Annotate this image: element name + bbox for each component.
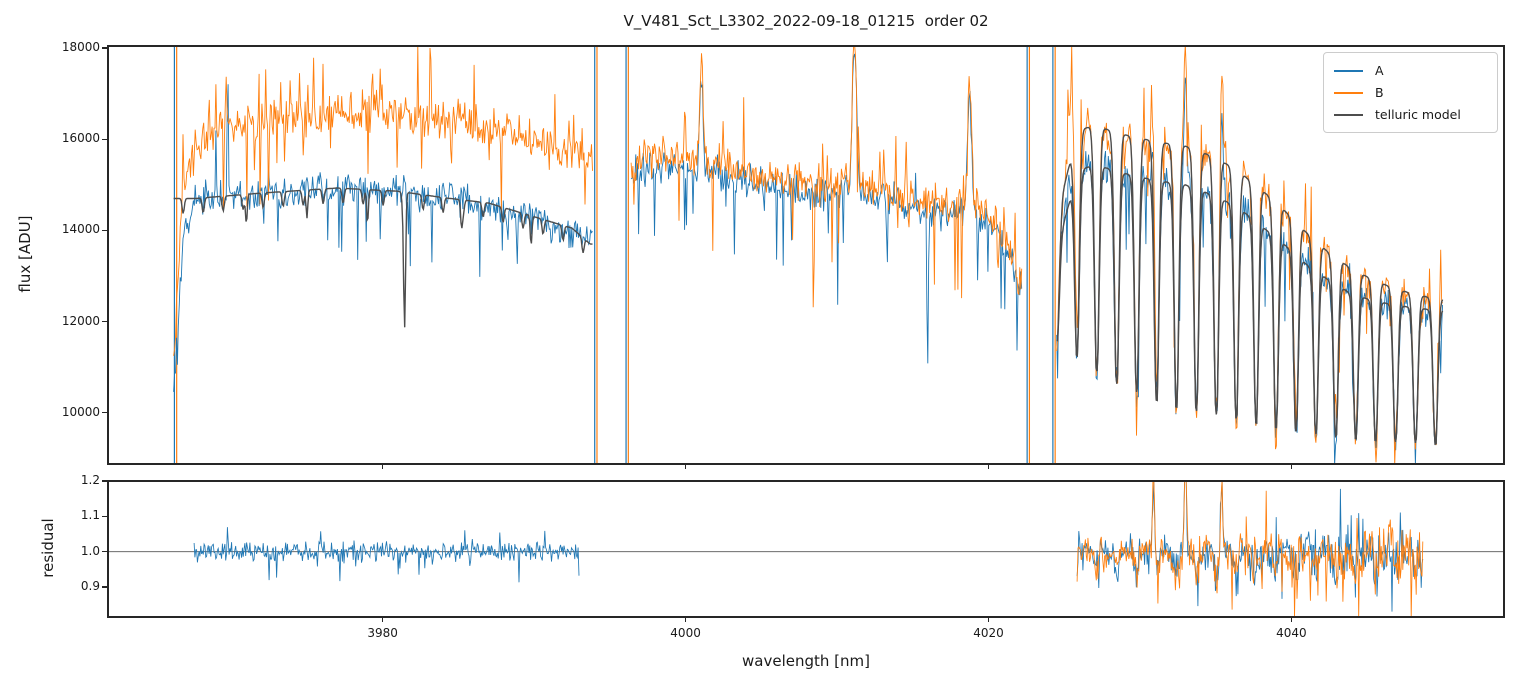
x-tick-mark	[987, 465, 990, 469]
y-tick-mark	[102, 47, 107, 49]
y-tick-label: 1.1	[80, 508, 100, 523]
residual-plot-area	[107, 480, 1505, 618]
plot-title: V_V481_Sct_L3302_2022-09-18_01215 order …	[623, 12, 989, 30]
x-tick-label: 4000	[670, 626, 701, 640]
y-tick-label: 1.2	[80, 473, 100, 488]
legend-line-b-icon	[1334, 91, 1363, 94]
y-tick-mark	[102, 515, 107, 518]
y-tick-mark	[102, 550, 107, 553]
legend-line-telluric-icon	[1334, 113, 1363, 116]
x-tick-mark	[684, 618, 687, 622]
y-tick-label: 1.0	[80, 543, 100, 558]
flux-plot-area	[173, 45, 1444, 465]
x-tick-mark	[684, 465, 687, 469]
x-tick-mark	[987, 618, 990, 622]
y-tick-label: 12000	[61, 313, 100, 328]
legend-label-b: B	[1375, 85, 1384, 100]
legend-label-a: A	[1375, 63, 1384, 78]
y-tick-label: 16000	[61, 131, 100, 146]
x-tick-label: 4040	[1276, 626, 1307, 640]
legend-entry-b: B	[1334, 84, 1487, 101]
x-tick-mark	[381, 465, 384, 469]
x-axis-label: wavelength [nm]	[742, 652, 870, 670]
x-tick-mark	[381, 618, 384, 622]
legend-entry-telluric: telluric model	[1334, 106, 1487, 123]
x-tick-mark	[1290, 618, 1293, 622]
y-tick-mark	[102, 320, 107, 323]
y-tick-label: 18000	[61, 40, 100, 55]
x-tick-label: 3980	[367, 626, 398, 640]
x-tick-mark	[1290, 465, 1293, 469]
y-tick-mark	[102, 586, 107, 588]
x-tick-label: 4020	[973, 626, 1004, 640]
legend-entry-a: A	[1334, 62, 1487, 79]
y-tick-mark	[102, 229, 107, 232]
legend-label-telluric: telluric model	[1375, 107, 1461, 122]
y-tick-mark	[102, 480, 107, 482]
y-tick-label: 0.9	[80, 578, 100, 593]
y-tick-mark	[102, 138, 107, 141]
y-tick-label: 10000	[61, 404, 100, 419]
y-tick-mark	[102, 411, 107, 414]
y-tick-label: 14000	[61, 222, 100, 237]
legend: A B telluric model	[1323, 52, 1498, 133]
legend-line-a-icon	[1334, 69, 1363, 72]
